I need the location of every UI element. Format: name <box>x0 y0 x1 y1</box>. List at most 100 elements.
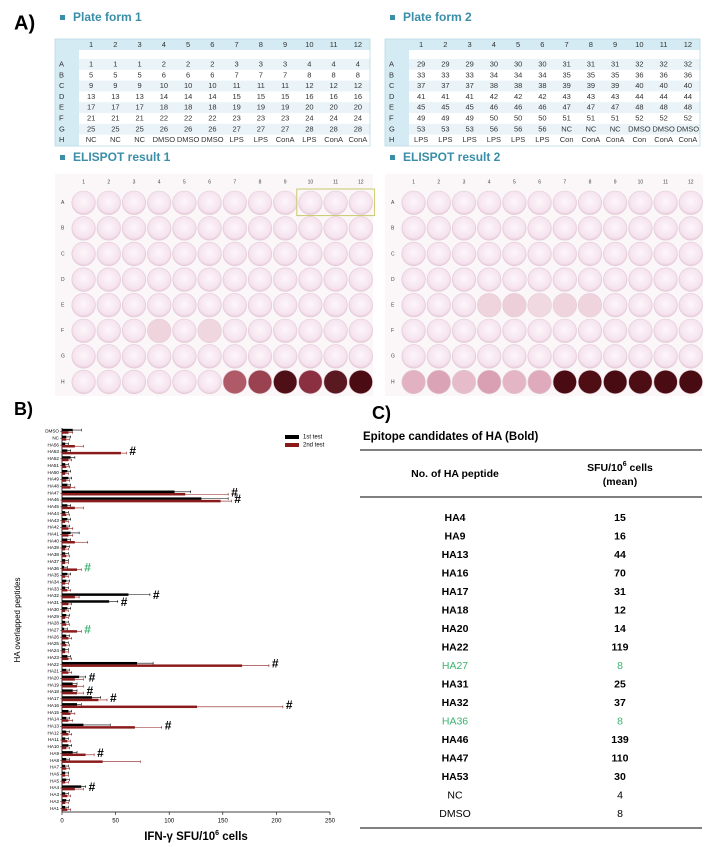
well-row-label: G <box>61 354 65 360</box>
well <box>552 216 577 241</box>
well-row-label: H <box>391 379 395 385</box>
y-tick-label: HA34 <box>48 580 60 585</box>
plate-cell: 4 <box>307 59 311 68</box>
plate-cell: 32 <box>684 59 692 68</box>
well <box>273 293 298 318</box>
y-tick-label: HA9 <box>50 751 59 756</box>
bar <box>62 511 66 514</box>
plate-cell: 44 <box>684 92 692 101</box>
bar <box>62 792 66 795</box>
y-tick-label: HA50 <box>48 470 60 475</box>
bar <box>62 671 69 674</box>
well <box>96 293 121 318</box>
well-column: 3 <box>463 179 466 185</box>
well <box>247 241 273 267</box>
well <box>96 241 121 267</box>
well <box>477 344 502 369</box>
plate-cell: 44 <box>635 92 643 101</box>
well <box>603 216 628 241</box>
table-header: (mean) <box>603 476 637 488</box>
bar <box>62 435 67 439</box>
well <box>273 216 298 241</box>
table-value: 4 <box>617 789 623 801</box>
y-tick-label: HA37 <box>48 559 60 564</box>
plate-row-bg <box>79 80 370 92</box>
well-column: 8 <box>589 179 592 185</box>
plate-border <box>384 38 701 147</box>
well <box>172 293 197 318</box>
plate-cell: Con <box>560 135 574 144</box>
plate-cell: 3 <box>259 59 263 68</box>
plate-cell: 46 <box>490 103 498 112</box>
well <box>147 369 172 395</box>
plate-column: 12 <box>684 40 692 49</box>
table-title: Epitope candidates of HA (Bold) <box>363 431 538 443</box>
bar <box>62 554 67 558</box>
plate-cell: 14 <box>160 92 168 101</box>
plate-title: Plate form 1 <box>73 10 142 24</box>
well <box>147 216 172 241</box>
well-row-label: C <box>61 251 65 257</box>
plate-cell: 12 <box>305 81 313 90</box>
y-tick-label: HA13 <box>48 724 60 729</box>
well-column: 5 <box>183 179 186 185</box>
well <box>273 344 298 369</box>
table-peptide: HA47 <box>442 752 469 764</box>
plate-cell: 13 <box>87 92 95 101</box>
well-column: 1 <box>82 179 85 185</box>
plate-cell: 27 <box>281 124 289 133</box>
plate-cell: 4 <box>332 59 336 68</box>
x-axis-title-tail: cells <box>219 831 248 843</box>
well <box>577 267 603 292</box>
plate-cell: 14 <box>208 92 216 101</box>
y-tick-label: HA26 <box>48 634 60 639</box>
plate-cell: 36 <box>659 70 667 79</box>
annotation: # <box>153 588 160 602</box>
plate-row-bg <box>79 59 370 70</box>
bar <box>62 442 66 446</box>
y-tick-label: HA7 <box>50 765 59 770</box>
well-column: 7 <box>563 179 566 185</box>
bar <box>62 685 78 688</box>
well <box>147 190 172 215</box>
plate-cell: 13 <box>111 92 119 101</box>
plate-label-bg <box>385 50 409 146</box>
well <box>323 267 348 292</box>
plate-cell: 37 <box>465 81 473 90</box>
bar <box>62 661 138 665</box>
well <box>552 241 577 267</box>
plate-cell: DMSO <box>177 135 200 144</box>
bar <box>62 582 66 585</box>
y-tick-label: HA32 <box>48 593 60 598</box>
well <box>222 369 247 395</box>
well-column: 10 <box>308 179 314 185</box>
well <box>147 293 172 318</box>
well <box>323 216 348 241</box>
bar <box>62 438 67 441</box>
plate-row-label: A <box>389 59 394 68</box>
plate-cell: 41 <box>417 92 425 101</box>
bar <box>62 513 67 517</box>
plate-cell: LPS <box>535 135 549 144</box>
plate-cell: ConA <box>581 135 600 144</box>
well-column: 11 <box>333 179 338 185</box>
annotation: # <box>234 492 241 506</box>
well <box>628 241 653 267</box>
well <box>71 318 96 343</box>
well-column: 7 <box>233 179 236 185</box>
plate-cell: 5 <box>113 70 117 79</box>
plate-cell: 42 <box>514 92 522 101</box>
plate-column: 11 <box>660 40 668 49</box>
plate-cell: 45 <box>465 103 473 112</box>
bar <box>62 472 66 475</box>
bar <box>62 483 68 487</box>
bar <box>62 760 103 763</box>
table-value: 25 <box>614 678 626 690</box>
well <box>273 369 298 395</box>
well <box>172 318 197 343</box>
plate-cell: 24 <box>329 113 337 122</box>
well <box>577 293 603 318</box>
bar <box>62 572 68 576</box>
well <box>603 369 628 395</box>
